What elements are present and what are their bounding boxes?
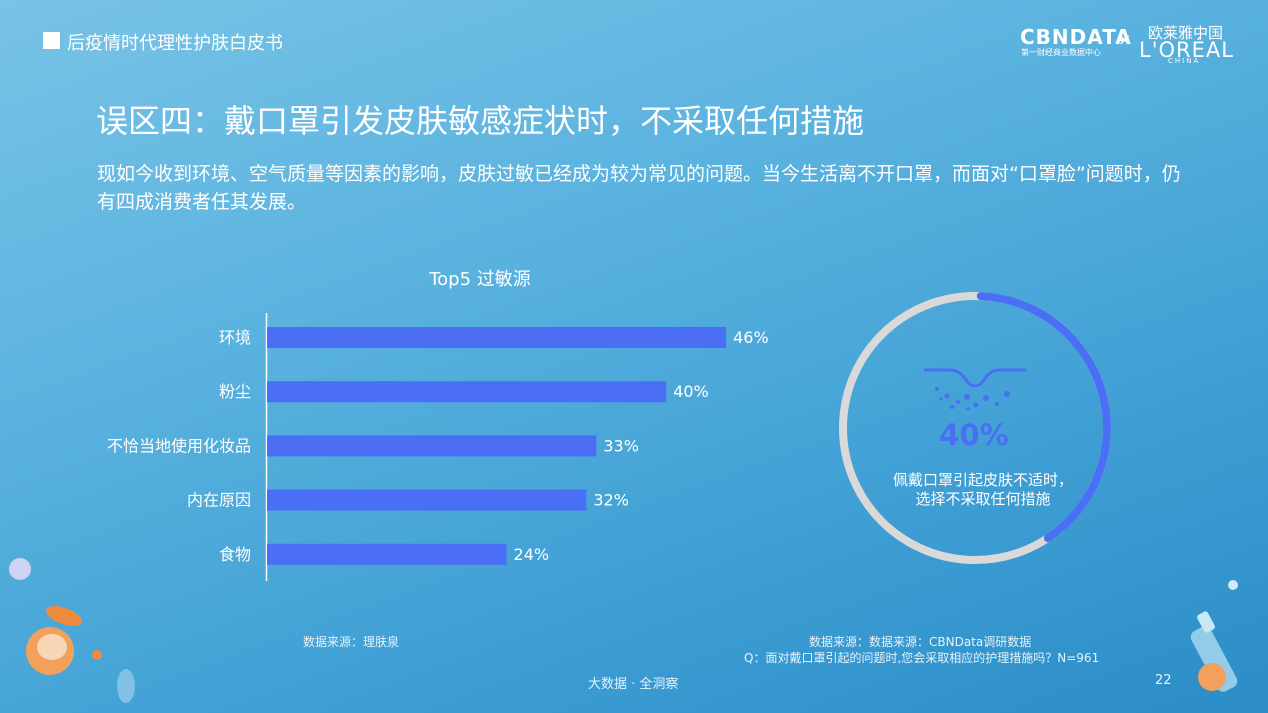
value-label: 33% bbox=[603, 436, 639, 455]
skin-pore-icon bbox=[923, 368, 1027, 411]
category-label: 食物 bbox=[219, 545, 251, 564]
bar bbox=[267, 489, 587, 511]
footer-tagline: 大数据 · 全洞察 bbox=[588, 677, 679, 692]
category-label: 不恰当地使用化妆品 bbox=[107, 436, 251, 455]
value-label: 40% bbox=[673, 382, 709, 401]
value-label: 46% bbox=[733, 328, 769, 347]
loreal-logo-subtitle: CHINA bbox=[1168, 57, 1201, 65]
donut-value-arc bbox=[976, 292, 1111, 543]
category-label: 环境 bbox=[219, 328, 251, 347]
donut-caption-line: 选择不采取任何措施 bbox=[915, 490, 1051, 508]
header-square-icon bbox=[43, 32, 60, 49]
donut-caption-line: 佩戴口罩引起皮肤不适时， bbox=[892, 471, 1073, 489]
decor-ring bbox=[117, 669, 135, 703]
value-label: 24% bbox=[514, 545, 550, 564]
intro-paragraph: 现如今收到环境、空气质量等因素的影响，皮肤过敏已经成为较为常见的问题。当今生活离… bbox=[97, 163, 1181, 213]
bar bbox=[267, 543, 507, 565]
logo-separator: × bbox=[1118, 30, 1132, 49]
category-label: 粉尘 bbox=[219, 382, 251, 401]
page-heading: 误区四：戴口罩引发皮肤敏感症状时，不采取任何措施 bbox=[96, 102, 865, 140]
loreal-chinese-logo: 欧莱雅中国 bbox=[1148, 24, 1224, 42]
decor-cream-jar-icon bbox=[26, 606, 102, 675]
survey-question-note: Q：面对戴口罩引起的问题时,您会采取相应的护理措施吗？N=961 bbox=[744, 651, 1100, 665]
loreal-logo: L'ORÉAL bbox=[1139, 38, 1234, 62]
source-note-left: 数据来源：理肤泉 bbox=[303, 635, 400, 649]
chart-title: Top5 过敏源 bbox=[428, 269, 531, 290]
value-label: 32% bbox=[593, 491, 629, 510]
category-label: 内在原因 bbox=[187, 491, 251, 510]
decor-bubble bbox=[1228, 580, 1238, 590]
bar bbox=[267, 381, 667, 403]
cbndata-logo: CBNDATA bbox=[1020, 25, 1132, 49]
donut-value-label: 40% bbox=[939, 418, 1009, 452]
donut-caption: 佩戴口罩引起皮肤不适时， 选择不采取任何措施 bbox=[880, 471, 1086, 509]
report-title: 后疫情时代理性护肤白皮书 bbox=[67, 33, 283, 54]
cbndata-logo-subtitle: 第一财经商业数据中心 bbox=[1021, 48, 1101, 57]
source-note-right: 数据来源：数据来源：CBNData调研数据 bbox=[809, 635, 1032, 649]
decor-bubble bbox=[9, 558, 31, 580]
page-number: 22 bbox=[1155, 673, 1172, 688]
decor-serum-bottle-icon bbox=[1190, 611, 1238, 692]
bar bbox=[267, 435, 597, 457]
bar-series: 环境 46% 粉尘 40% 不恰当地使用化妆品 33% 内在原因 32% 食物 24% bbox=[107, 327, 769, 565]
bar bbox=[267, 327, 727, 348]
